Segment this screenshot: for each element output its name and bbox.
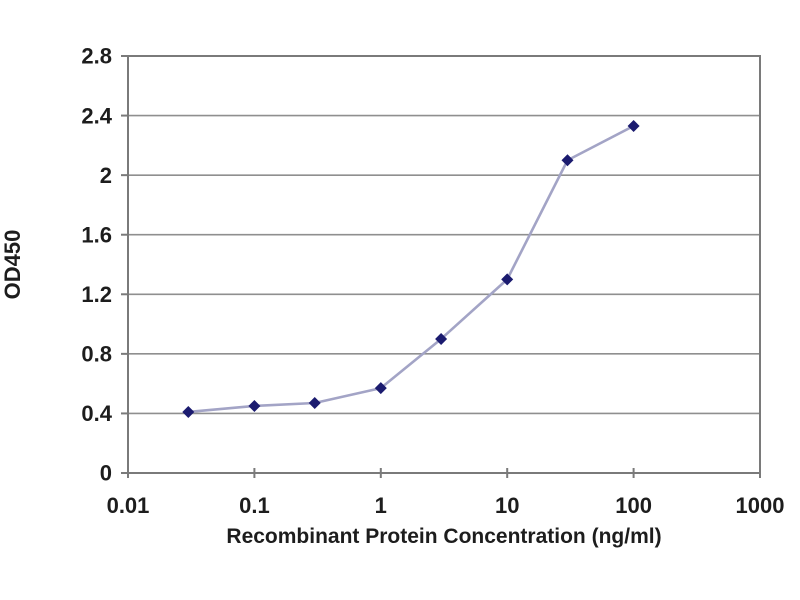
y-tick-label-1.6: 1.6	[81, 222, 112, 247]
data-point-100ngml	[627, 119, 640, 132]
curve-polyline	[188, 124, 635, 414]
x-axis-tick-labels: 0.01 0.1 1 10 100 1000	[107, 493, 785, 518]
standard-curve-line	[188, 124, 635, 414]
x-tick-label-0.1: 0.1	[239, 493, 270, 518]
x-tick-label-1: 1	[375, 493, 387, 518]
data-point-markers	[182, 119, 640, 418]
data-point-0.1ngml	[248, 399, 261, 412]
data-point-0.3ngml	[308, 397, 321, 410]
y-tick-label-0.4: 0.4	[81, 401, 112, 426]
y-tick-label-2: 2	[100, 163, 112, 188]
data-point-0.03ngml	[182, 405, 195, 418]
data-point-30ngml	[561, 154, 574, 167]
data-point-3ngml	[435, 332, 448, 345]
y-tick-label-2.8: 2.8	[81, 44, 112, 69]
x-tick-label-10: 10	[495, 493, 519, 518]
horizontal-gridlines	[128, 55, 760, 474]
y-tick-label-1.2: 1.2	[81, 282, 112, 307]
plot-area-frame	[127, 55, 761, 474]
x-tick-label-100: 100	[615, 493, 652, 518]
x-tick-label-1000: 1000	[736, 493, 785, 518]
x-axis-title: Recombinant Protein Concentration (ng/ml…	[226, 525, 661, 548]
axis-tick-marks	[121, 55, 761, 478]
y-tick-label-0.8: 0.8	[81, 342, 112, 367]
plot-border	[127, 55, 761, 474]
data-point-1ngml	[374, 382, 387, 395]
y-axis-tick-labels: 0 0.4 0.8 1.2 1.6 2 2.4 2.8	[81, 44, 112, 486]
y-tick-label-2.4: 2.4	[81, 103, 112, 128]
data-point-10ngml	[501, 273, 514, 286]
y-tick-label-0: 0	[100, 461, 112, 486]
x-tick-label-0.01: 0.01	[107, 493, 150, 518]
y-axis-title: OD450	[0, 230, 25, 300]
